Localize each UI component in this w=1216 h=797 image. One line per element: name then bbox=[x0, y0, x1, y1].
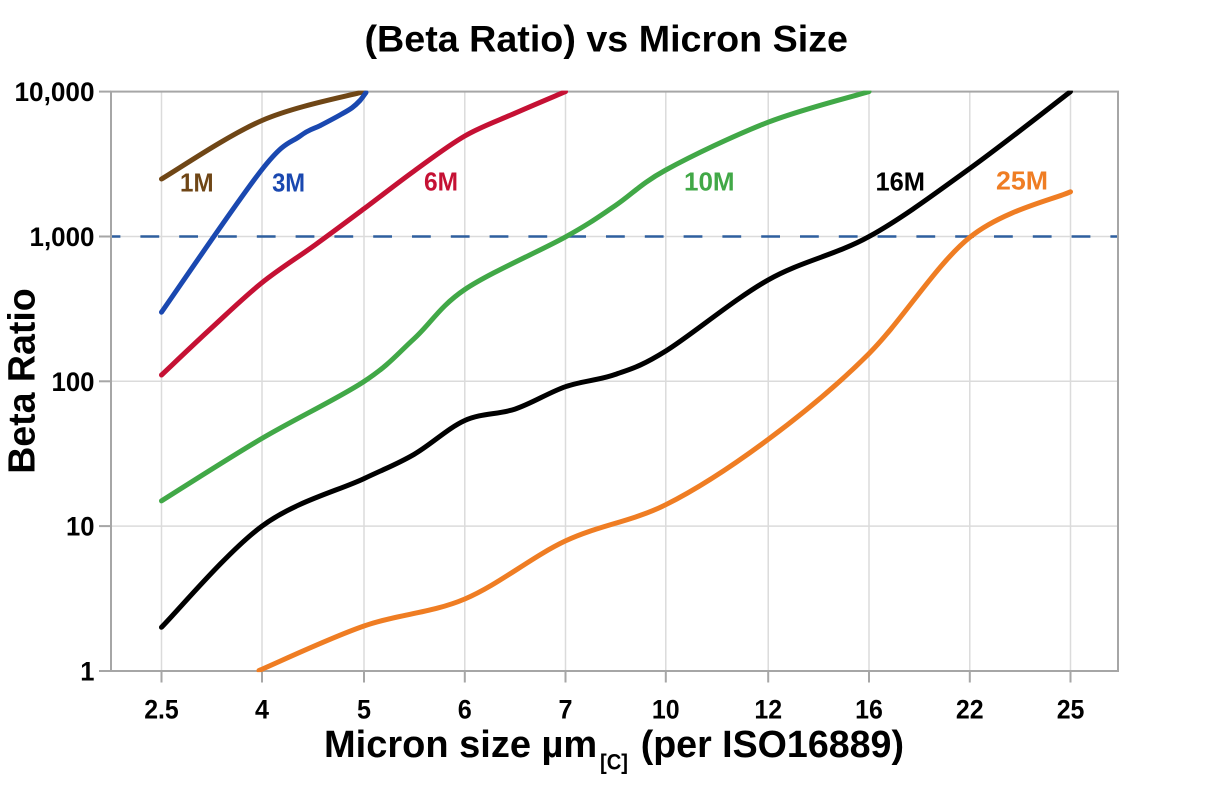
svg-text:6M: 6M bbox=[424, 167, 458, 197]
svg-text:[C]: [C] bbox=[600, 750, 628, 775]
svg-text:10,000: 10,000 bbox=[15, 77, 95, 107]
svg-text:3M: 3M bbox=[272, 168, 305, 198]
svg-text:10M: 10M bbox=[684, 167, 735, 197]
svg-text:1: 1 bbox=[80, 656, 94, 686]
svg-text:7: 7 bbox=[559, 694, 573, 724]
svg-text:10: 10 bbox=[652, 694, 680, 724]
svg-text:25: 25 bbox=[1057, 694, 1085, 724]
svg-text:16M: 16M bbox=[875, 167, 925, 197]
svg-text:16: 16 bbox=[855, 694, 883, 724]
svg-text:Beta Ratio: Beta Ratio bbox=[2, 288, 44, 474]
svg-text:Micron size µm: Micron size µm bbox=[324, 724, 597, 766]
svg-text:100: 100 bbox=[52, 367, 95, 397]
svg-text:1,000: 1,000 bbox=[30, 222, 95, 252]
svg-text:1M: 1M bbox=[180, 168, 214, 198]
svg-text:22: 22 bbox=[956, 694, 984, 724]
svg-text:2.5: 2.5 bbox=[144, 694, 179, 724]
svg-text:12: 12 bbox=[754, 694, 782, 724]
svg-text:10: 10 bbox=[66, 512, 95, 542]
svg-text:6: 6 bbox=[458, 694, 472, 724]
svg-text:5: 5 bbox=[357, 694, 371, 724]
svg-text:4: 4 bbox=[255, 694, 269, 724]
svg-text:(per ISO16889): (per ISO16889) bbox=[641, 724, 904, 766]
svg-text:(Beta Ratio) vs Micron Size: (Beta Ratio) vs Micron Size bbox=[365, 18, 849, 59]
svg-text:25M: 25M bbox=[996, 166, 1048, 196]
